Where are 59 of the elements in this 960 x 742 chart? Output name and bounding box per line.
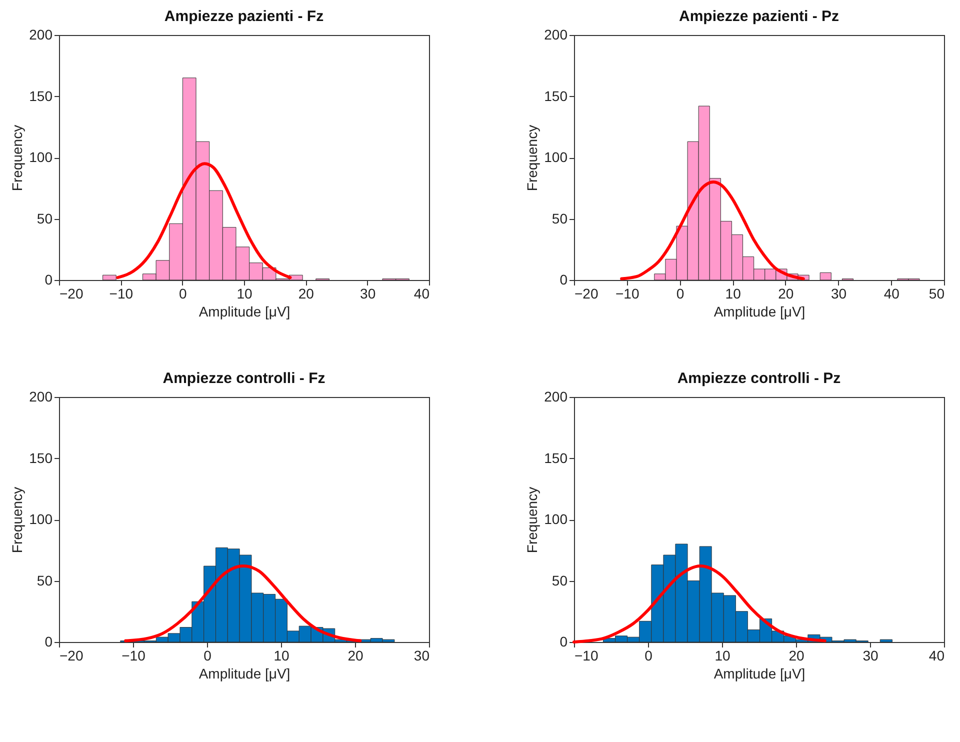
y-tick-label: 150 xyxy=(29,88,53,104)
y-tick-label: 0 xyxy=(560,272,568,288)
x-tick-label: 10 xyxy=(236,286,252,302)
chart-title: Ampiezze controlli - Fz xyxy=(162,370,326,387)
y-tick-label: 100 xyxy=(29,149,53,165)
x-tick-label: 40 xyxy=(414,286,430,302)
x-tick-label: 0 xyxy=(644,648,653,664)
x-tick-label: 20 xyxy=(778,286,794,302)
x-tick-label: 0 xyxy=(676,286,684,302)
y-tick-label: 200 xyxy=(29,26,53,42)
chart-title: Ampiezze pazienti - Pz xyxy=(678,8,840,25)
y-tick-label: 200 xyxy=(29,388,53,404)
x-axis-title: Amplitude [μV] xyxy=(198,666,290,682)
chart-title: Ampiezze pazienti - Fz xyxy=(164,8,324,25)
x-tick-label: −20 xyxy=(60,286,84,302)
x-tick-label: 30 xyxy=(360,286,376,302)
y-tick-label: 100 xyxy=(544,149,568,165)
y-tick-label: 0 xyxy=(44,272,53,288)
x-tick-label: 20 xyxy=(348,648,364,664)
x-tick-label: −20 xyxy=(60,648,84,664)
y-axis-title: Frequency xyxy=(524,486,540,554)
x-tick-label: 10 xyxy=(274,648,290,664)
x-axis-title: Amplitude [μV] xyxy=(714,304,806,320)
x-tick-label: 30 xyxy=(414,648,430,664)
x-tick-label: −10 xyxy=(615,286,640,302)
x-tick-label: 30 xyxy=(830,286,847,302)
y-tick-label: 200 xyxy=(544,388,568,404)
x-tick-label: 0 xyxy=(178,286,187,302)
y-axis-title: Frequency xyxy=(9,124,26,192)
y-tick-label: 50 xyxy=(552,572,568,588)
x-tick-label: 0 xyxy=(204,648,212,664)
y-tick-label: 100 xyxy=(544,511,568,527)
y-tick-label: 150 xyxy=(544,88,568,104)
y-tick-label: 50 xyxy=(36,572,53,588)
y-tick-label: 150 xyxy=(29,450,53,466)
x-tick-label: 20 xyxy=(298,286,314,302)
y-tick-label: 0 xyxy=(560,634,568,650)
chart-title: Ampiezze controlli - Pz xyxy=(677,370,841,387)
y-tick-label: 50 xyxy=(552,210,568,226)
x-tick-label: 20 xyxy=(788,648,804,664)
x-tick-label: 40 xyxy=(884,286,900,302)
y-tick-label: 200 xyxy=(544,26,568,42)
x-axis-title: Amplitude [μV] xyxy=(198,304,290,320)
x-tick-label: 10 xyxy=(714,648,730,664)
y-tick-label: 0 xyxy=(44,634,53,650)
x-tick-label: 30 xyxy=(862,648,878,664)
x-tick-label: 40 xyxy=(928,648,945,664)
x-tick-label: −10 xyxy=(574,648,598,664)
x-tick-label: −10 xyxy=(109,286,134,302)
x-tick-label: 50 xyxy=(928,286,945,302)
y-axis-title: Frequency xyxy=(9,486,26,554)
y-axis-title: Frequency xyxy=(524,124,540,192)
y-tick-label: 50 xyxy=(36,210,53,226)
x-axis-title: Amplitude [μV] xyxy=(714,666,806,682)
x-tick-label: −10 xyxy=(122,648,146,664)
x-tick-label: −20 xyxy=(574,286,598,302)
y-tick-label: 100 xyxy=(29,511,53,527)
y-tick-label: 150 xyxy=(544,450,568,466)
x-tick-label: 10 xyxy=(725,286,742,302)
